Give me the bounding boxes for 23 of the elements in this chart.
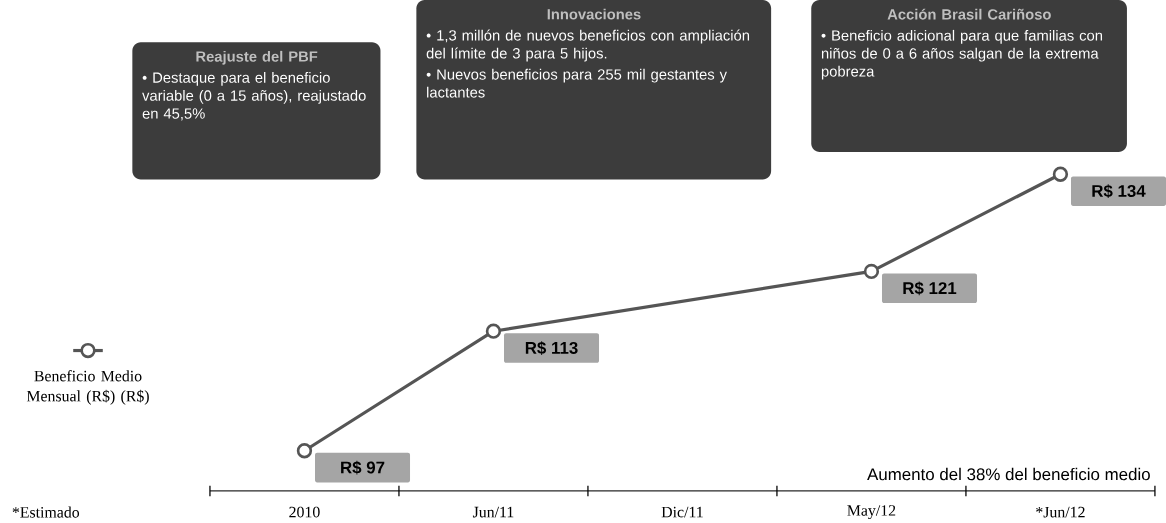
x-tick-label: 2010 [289, 506, 320, 518]
text: Innovaciones [547, 8, 641, 20]
legend-label: Beneficio Medio Mensual (R$) (R$) [26, 370, 149, 405]
x-tick-label: Dic/11 [661, 506, 703, 518]
data-label: R$ 113 [525, 341, 578, 356]
text: Acción Brasil Cariñoso [887, 8, 1051, 20]
point [1052, 166, 1069, 183]
text: Aumento del 38% del beneficio medio [867, 468, 1150, 481]
point [296, 443, 313, 459]
x-tick-label: Jun/11 [472, 507, 514, 518]
data-label: R$ 97 [341, 460, 385, 475]
data-label: R$ 121 [903, 281, 957, 296]
text: *Estimado [12, 506, 80, 518]
text: • Destaque para el beneficio variable (0 a 15 años), reajustado en 45,5% [142, 72, 366, 121]
text: • Nuevos beneficios para 255 mil gestantes y lactantes [426, 69, 727, 98]
x-tick-label: *Jun/12 [1036, 506, 1085, 518]
text: • Beneficio adicional para que familias con niños de 0 a 6 años salgan de la extrema pobreza [821, 30, 1103, 80]
point [863, 263, 880, 280]
x-tick-label: May/12 [847, 505, 896, 520]
point [485, 323, 502, 340]
data-label: R$ 134 [1092, 184, 1146, 199]
text: • 1,3 millón de nuevos beneficios con ampliación del límite de 3 para 5 hijos. [426, 29, 750, 62]
text: Reajuste del PBF [196, 51, 318, 65]
